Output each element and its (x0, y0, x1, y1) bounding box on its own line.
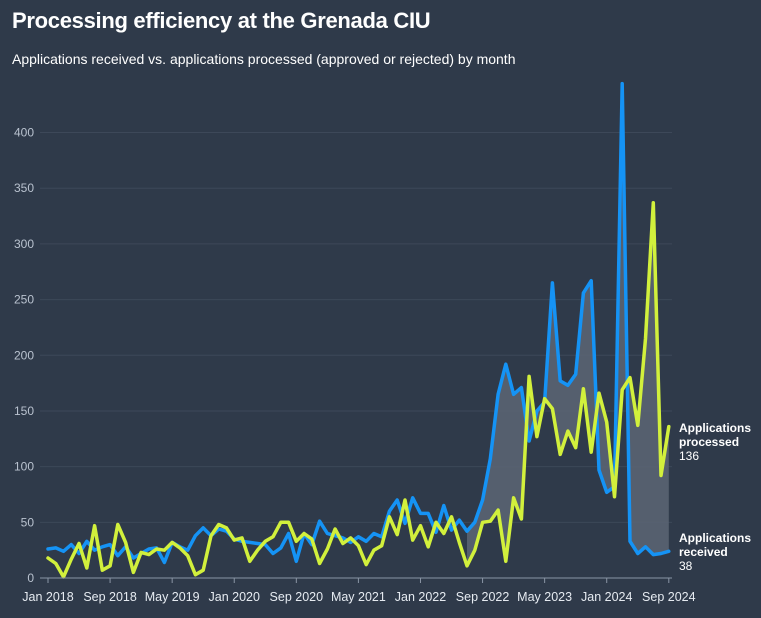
processed-end-label: Applications processed 136 (679, 421, 751, 463)
processed-label-line1: Applications (679, 421, 752, 435)
y-tick-label: 150 (14, 404, 34, 418)
y-tick-label: 300 (14, 237, 34, 251)
gridlines (40, 132, 672, 523)
y-tick-label: 200 (14, 348, 34, 362)
chart-subtitle: Applications received vs. applications p… (12, 51, 516, 67)
x-tick-label: May 2021 (331, 590, 386, 604)
gap-fill (467, 83, 669, 566)
y-tick-label: 100 (14, 460, 34, 474)
x-tick-label: Sep 2020 (270, 590, 324, 604)
x-tick-label: Jan 2018 (22, 590, 73, 604)
x-tick-label: May 2019 (145, 590, 200, 604)
x-tick-label: Jan 2024 (581, 590, 632, 604)
processed-last-value: 136 (679, 449, 700, 463)
x-axis: Jan 2018 Sep 2018 May 2019 Jan 2020 Sep 2020… (22, 577, 696, 604)
received-label-line2: received (679, 545, 728, 559)
received-end-label: Applications received 38 (679, 531, 751, 573)
gap-area (467, 83, 669, 566)
y-tick-label: 50 (21, 515, 35, 529)
x-tick-label: May 2023 (517, 590, 572, 604)
x-tick-label: Jan 2022 (395, 590, 446, 604)
series-lines (46, 81, 671, 579)
x-tick-label: Sep 2018 (83, 590, 137, 604)
x-tick-label: Sep 2024 (642, 590, 696, 604)
x-tick-label: Jan 2020 (209, 590, 260, 604)
x-tick-label: Sep 2022 (456, 590, 510, 604)
y-tick-label: 0 (27, 571, 34, 585)
chart-title: Processing efficiency at the Grenada CIU (12, 8, 431, 33)
processed-line (46, 200, 671, 579)
y-tick-label: 350 (14, 181, 34, 195)
processed-label-line2: processed (679, 435, 740, 449)
received-last-value: 38 (679, 559, 693, 573)
y-tick-label: 400 (14, 126, 34, 140)
y-tick-label: 250 (14, 293, 34, 307)
y-axis: 0 50 100 150 200 250 300 350 400 (14, 126, 34, 585)
received-line (46, 81, 671, 565)
received-label-line1: Applications (679, 531, 752, 545)
